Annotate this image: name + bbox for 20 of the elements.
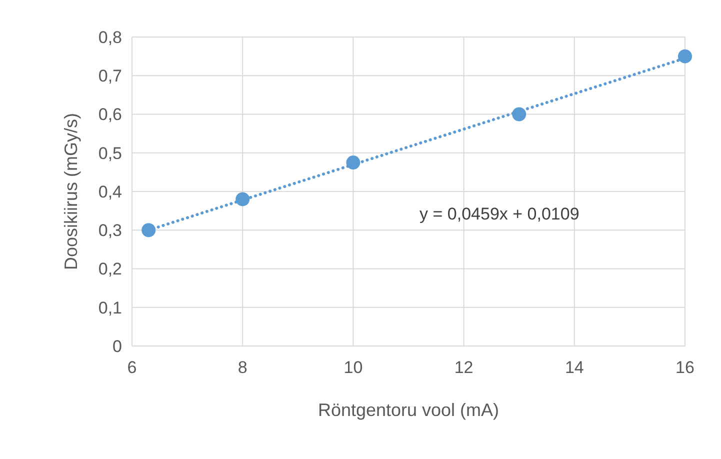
x-tick-label: 16 (676, 358, 694, 377)
y-axis-title: Doosikiirus (mGy/s) (61, 112, 81, 270)
y-tick-label: 0,5 (98, 144, 122, 163)
y-tick-label: 0,6 (98, 105, 122, 124)
y-tick-label: 0,3 (98, 221, 122, 240)
y-tick-label: 0,7 (98, 66, 122, 86)
x-tick-label: 6 (127, 358, 137, 377)
point (678, 49, 692, 64)
x-tick-label: 10 (344, 358, 363, 377)
y-tick-label: 0 (112, 336, 122, 356)
x-tick-label: 12 (454, 358, 474, 377)
y-tick-label: 0,4 (98, 182, 122, 202)
y-tick-label: 0,8 (98, 28, 122, 47)
y-tick-label: 0,1 (98, 298, 122, 318)
annotation: y = 0,0459x + 0,0109 (420, 204, 580, 224)
x-axis-title: Röntgentoru vool (mA) (318, 400, 500, 420)
point (142, 223, 156, 238)
y-tick-label: 0,2 (98, 260, 122, 279)
x-tick-label: 14 (564, 358, 584, 377)
x-tick-label: 8 (238, 358, 248, 377)
